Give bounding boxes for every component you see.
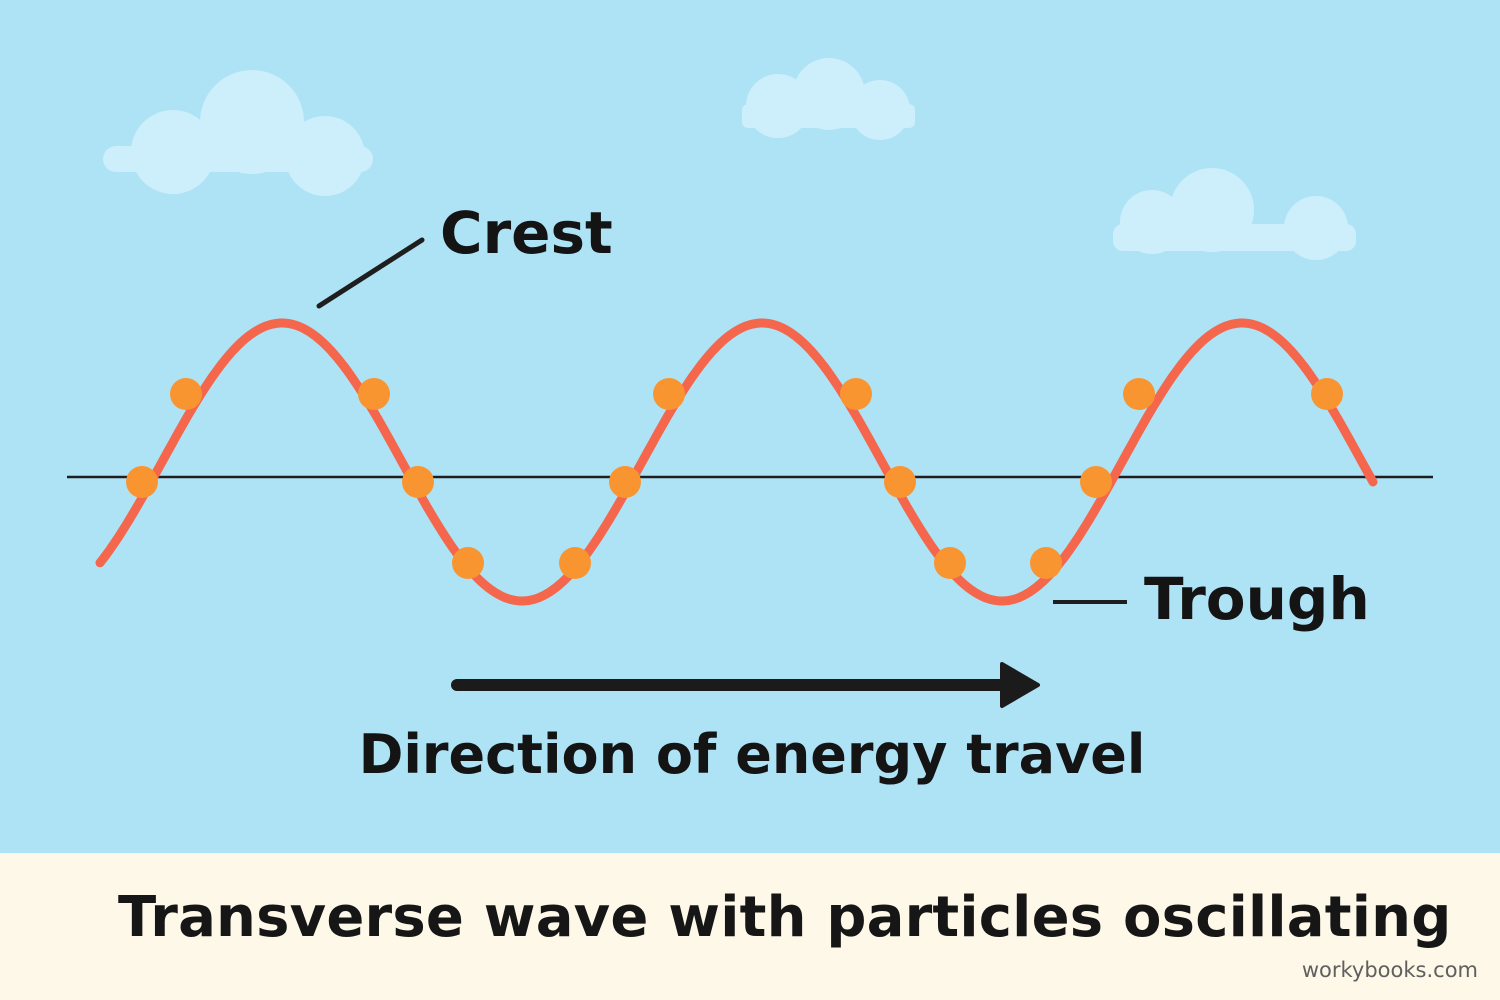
wave-diagram: Crest Trough Direction of energy travel: [0, 0, 1500, 853]
particle-dot: [934, 547, 966, 579]
cloud-icon: [103, 70, 373, 196]
wave-curve: [95, 318, 1378, 606]
particle-dot: [358, 378, 390, 410]
particle-dot: [402, 466, 434, 498]
arrow-right-icon: [451, 662, 1040, 708]
crest-label: Crest: [440, 199, 613, 267]
particle-dot: [452, 547, 484, 579]
particle-dot: [653, 378, 685, 410]
crest-leader-line: [316, 237, 425, 309]
particle-dot: [1030, 547, 1062, 579]
trough-label: Trough: [1144, 565, 1370, 633]
cloud-icon: [1113, 168, 1356, 260]
particle-dot: [609, 466, 641, 498]
diagram-caption: Transverse wave with particles oscillati…: [118, 885, 1452, 950]
particle-dot: [170, 378, 202, 410]
particle-dot: [1311, 378, 1343, 410]
particle-dot: [884, 466, 916, 498]
cloud-icon: [742, 58, 915, 140]
particle-dot: [1123, 378, 1155, 410]
brand-watermark: workybooks.com: [1301, 958, 1478, 982]
caption-band: [0, 853, 1500, 1000]
direction-label: Direction of energy travel: [359, 723, 1146, 786]
particles: [126, 378, 1343, 579]
particle-dot: [559, 547, 591, 579]
particle-dot: [840, 378, 872, 410]
particle-dot: [1080, 466, 1112, 498]
particle-dot: [126, 466, 158, 498]
